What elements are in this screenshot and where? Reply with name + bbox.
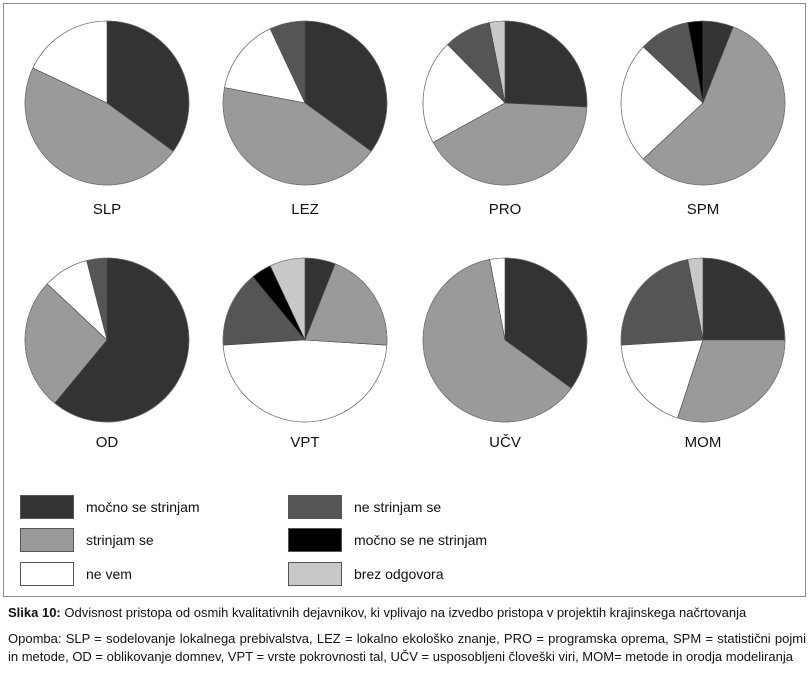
legend-swatch bbox=[288, 495, 342, 519]
pie-spm: SPM bbox=[620, 20, 786, 218]
pie-mom: MOM bbox=[620, 257, 786, 451]
legend-swatch bbox=[20, 495, 74, 519]
caption-prefix: Slika 10: bbox=[8, 605, 61, 620]
pie-label-mom: MOM bbox=[685, 434, 722, 451]
pie-label-lez: LEZ bbox=[291, 201, 319, 218]
pie-slice-mom-mocno-se-strinjam bbox=[702, 257, 786, 341]
legend-item-ne-vem: ne vem bbox=[20, 561, 132, 587]
pie-label-učv: UČV bbox=[489, 434, 521, 451]
legend-item-brez-odgovora: brez odgovora bbox=[288, 561, 444, 587]
figure-note: Opomba: SLP = sodelovanje lokalnega preb… bbox=[8, 631, 806, 664]
caption-text: Odvisnost pristopa od osmih kvalitativni… bbox=[60, 605, 747, 620]
legend-label: ne vem bbox=[86, 566, 132, 582]
pie-od: OD bbox=[24, 257, 190, 451]
pie-vpt: VPT bbox=[222, 257, 388, 451]
pie-outline bbox=[422, 20, 588, 186]
legend-swatch bbox=[20, 528, 74, 552]
pie-label-slp: SLP bbox=[93, 201, 121, 218]
legend-label: močno se strinjam bbox=[86, 499, 200, 515]
legend-label: strinjam se bbox=[86, 532, 154, 548]
pie-outline bbox=[24, 257, 190, 423]
pie-outline bbox=[422, 257, 588, 423]
pie-label-vpt: VPT bbox=[290, 434, 319, 451]
legend-item-strinjam-se: strinjam se bbox=[20, 527, 154, 553]
legend-item-mocno-se-ne-strinjam: močno se ne strinjam bbox=[288, 527, 487, 553]
pie-pro: PRO bbox=[422, 20, 588, 218]
pie-label-pro: PRO bbox=[489, 201, 522, 218]
legend-label: ne strinjam se bbox=[354, 499, 442, 515]
pie-slp: SLP bbox=[24, 20, 190, 218]
pie-slice-vpt-ne-vem bbox=[222, 339, 388, 423]
pie-charts: SLP LEZ PRO SPM OD VPT UČV MOM bbox=[24, 20, 786, 451]
pie-slice-pro-mocno-se-strinjam bbox=[504, 20, 588, 108]
figure-caption: Slika 10: Odvisnost pristopa od osmih kv… bbox=[8, 604, 806, 622]
pie-outline bbox=[620, 20, 786, 186]
pie-label-spm: SPM bbox=[687, 201, 720, 218]
legend-swatch bbox=[20, 562, 74, 586]
pie-label-od: OD bbox=[96, 434, 119, 451]
pie-outline bbox=[222, 20, 388, 186]
pie-outline bbox=[620, 257, 786, 423]
legend-swatch bbox=[288, 562, 342, 586]
pie-outline bbox=[222, 257, 388, 423]
pie-outline bbox=[24, 20, 190, 186]
legend-label: močno se ne strinjam bbox=[354, 532, 488, 548]
legend-label: brez odgovora bbox=[354, 566, 444, 582]
legend-item-ne-strinjam-se: ne strinjam se bbox=[288, 494, 441, 520]
pie-učv: UČV bbox=[422, 257, 588, 451]
legend-swatch bbox=[288, 528, 342, 552]
legend-item-mocno-se-strinjam: močno se strinjam bbox=[20, 494, 200, 520]
figure-frame bbox=[3, 3, 806, 597]
pie-lez: LEZ bbox=[222, 20, 388, 218]
